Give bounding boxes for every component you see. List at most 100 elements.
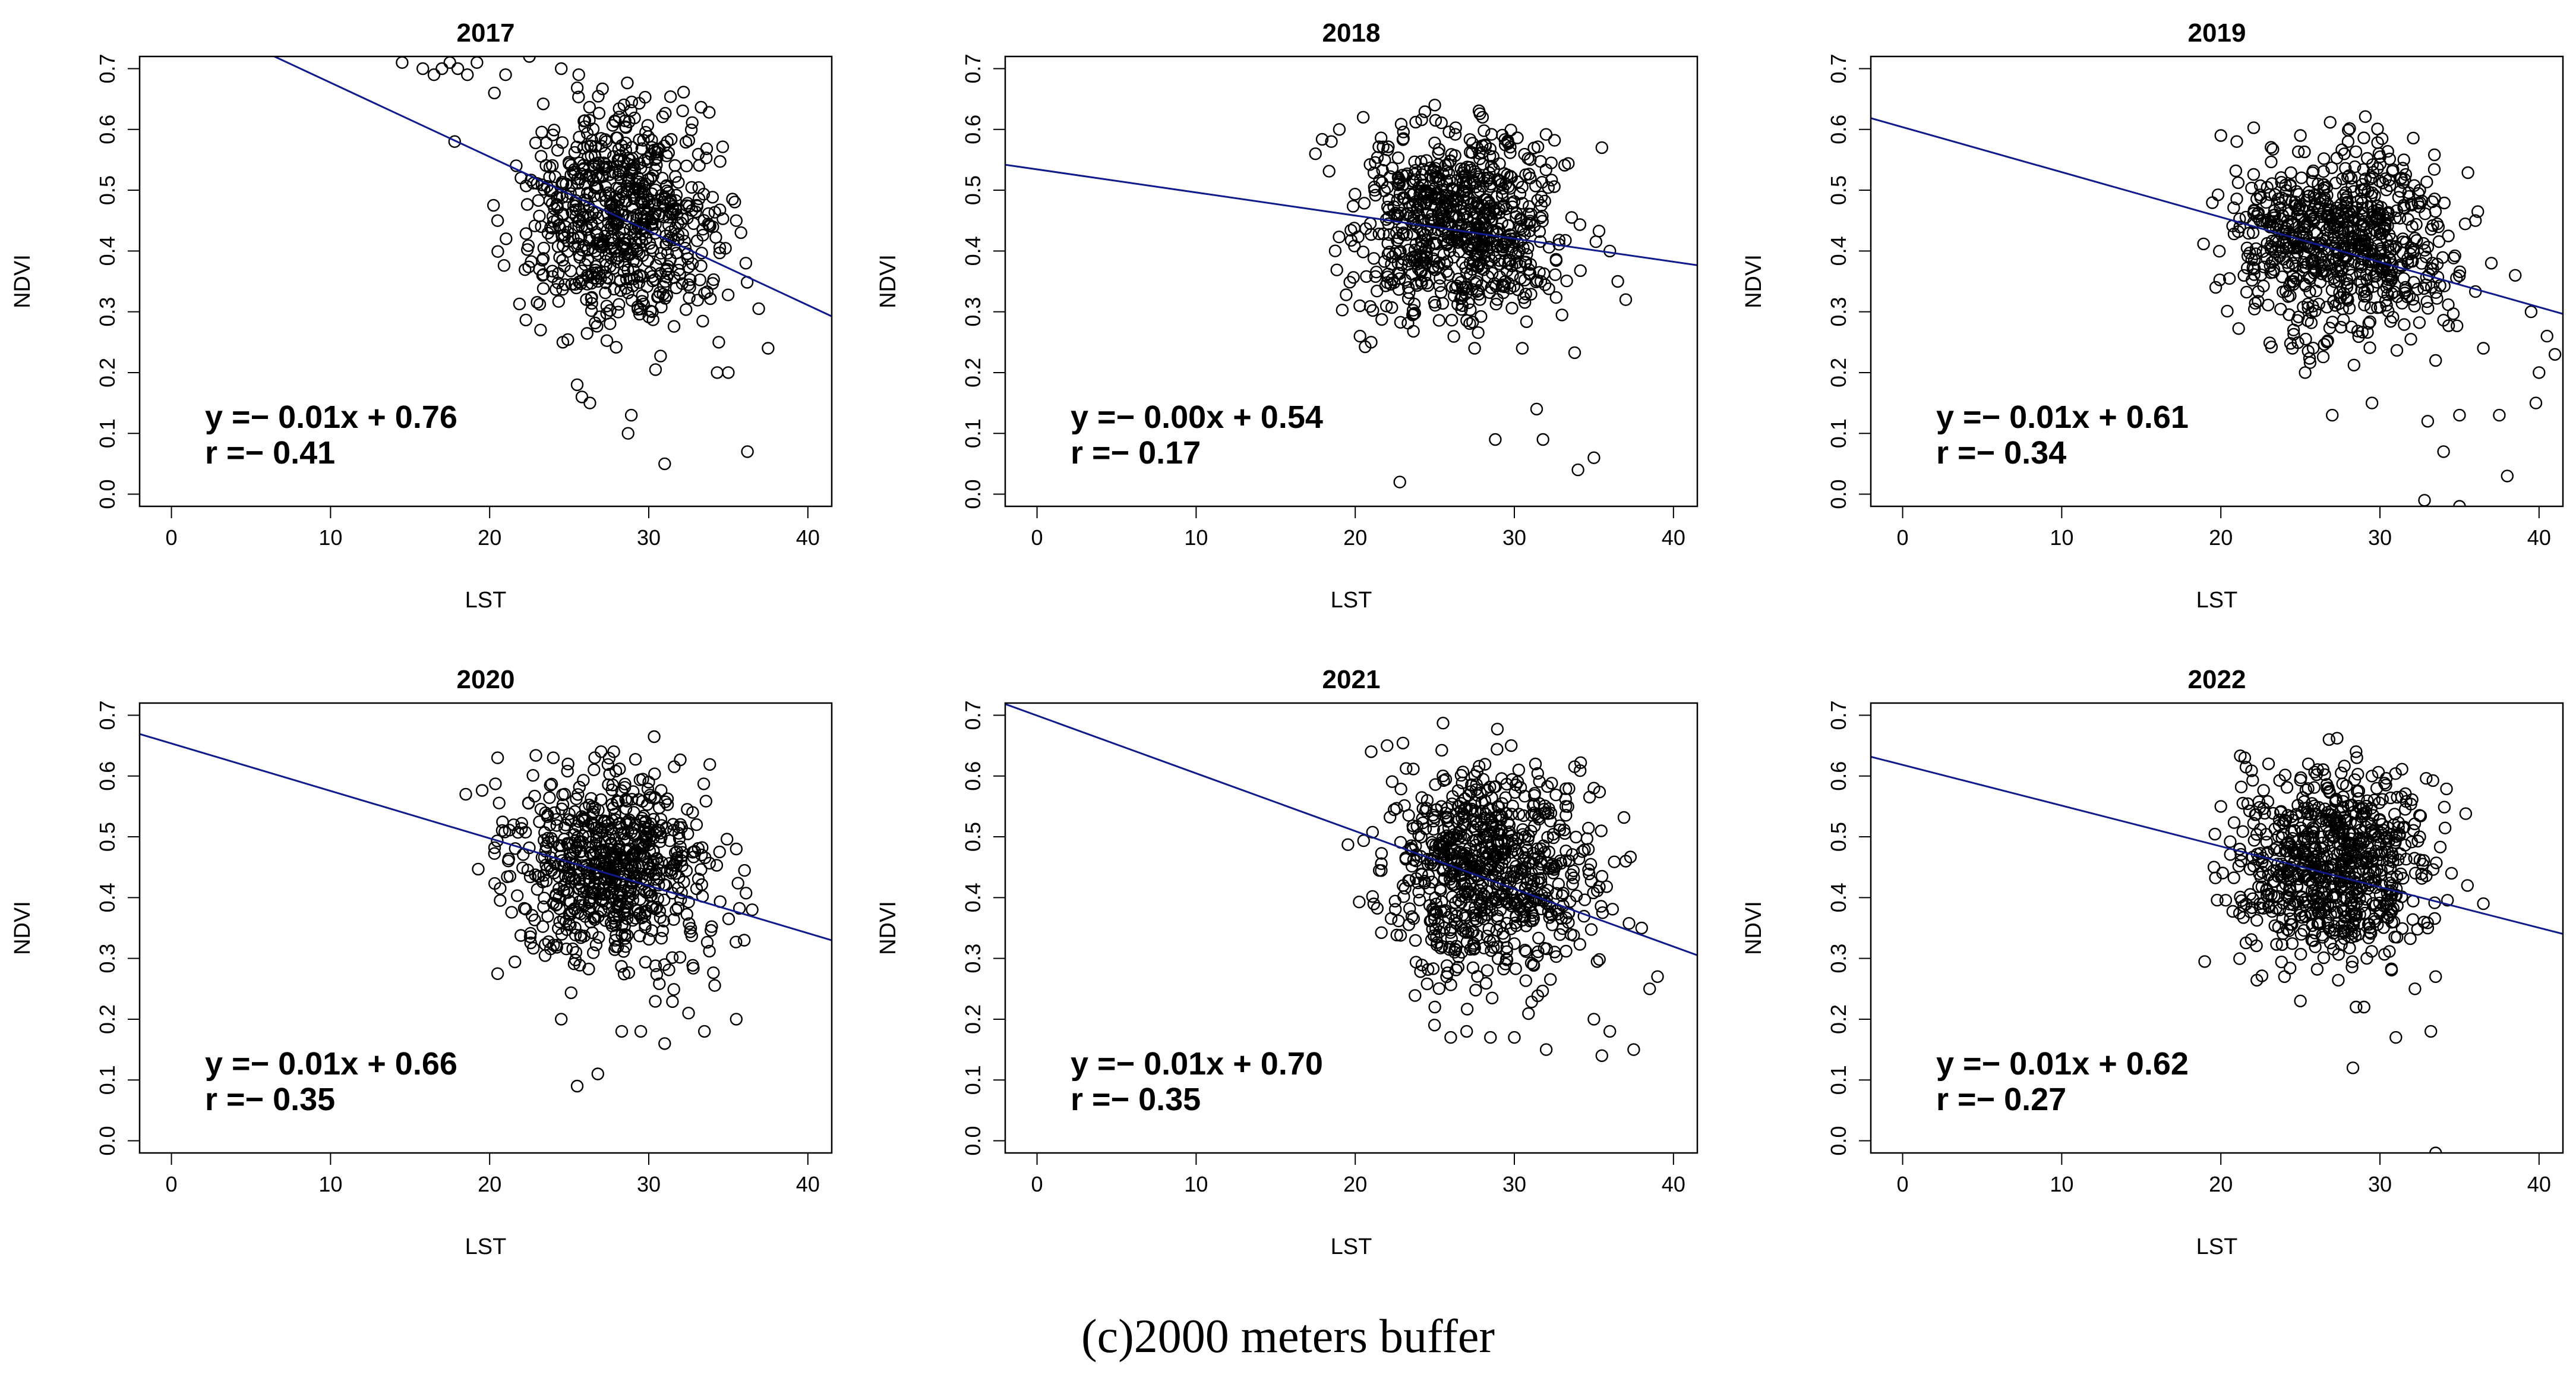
data-point [1530,402,1543,415]
data-point [1397,125,1410,138]
regression-line-group [1871,755,2563,935]
data-point [641,119,655,132]
data-point [617,226,630,240]
data-point [528,789,541,803]
data-point [2343,169,2356,182]
data-point [2249,242,2263,256]
data-point [1344,234,1358,247]
data-point [1375,926,1388,940]
data-point [451,62,465,75]
data-point [647,831,660,845]
data-point [2433,840,2447,854]
data-point [2381,821,2394,834]
data-point [1382,140,1395,153]
data-point [2290,880,2304,893]
data-point [1429,922,1442,935]
data-point [2440,782,2453,796]
data-point [660,149,673,162]
data-point [1611,275,1624,288]
y-tick-label: 0.5 [961,822,985,852]
data-point [555,1013,568,1026]
correlation-value: r =− 0.35 [1071,1082,1201,1117]
data-point [599,286,612,300]
data-point [1511,775,1524,789]
data-point [531,883,544,896]
y-axis-label: NDVI [876,254,901,308]
x-axis-label: LST [2196,1234,2238,1259]
data-point [533,263,546,276]
data-point [1479,976,1493,990]
x-tick-label: 10 [1184,525,1208,550]
data-point [604,260,617,273]
data-point [2350,1000,2363,1014]
data-point [1382,210,1396,224]
data-point [682,1006,695,1020]
data-point [1519,288,1532,301]
data-point [2268,204,2281,218]
data-point [2334,861,2348,874]
data-point [609,115,622,128]
data-point [2330,237,2343,250]
data-point [1596,906,1609,919]
data-point [1507,195,1521,208]
data-point [670,281,683,295]
data-point [1503,228,1517,241]
data-point [661,260,675,273]
data-point [1464,303,1477,316]
data-point [651,852,664,865]
data-point [1643,982,1656,995]
data-point [2341,875,2354,888]
data-point [627,192,641,205]
data-point [562,235,575,248]
data-point [1392,283,1406,296]
data-point [1495,797,1509,810]
y-tick-label: 0.3 [1826,944,1851,973]
y-tick-label: 0.0 [961,480,985,509]
data-point [2308,225,2321,238]
data-point [2345,960,2359,973]
data-point [2346,1061,2360,1074]
data-point [564,896,577,909]
data-point [597,905,610,918]
data-point [1439,811,1453,824]
x-tick-label: 20 [478,1172,501,1196]
data-point [2354,823,2367,837]
data-point [556,788,569,802]
data-point [1431,165,1444,179]
data-point [1567,871,1580,884]
data-points [459,730,759,1093]
data-point [632,793,645,806]
data-point [673,871,686,884]
data-point [2413,830,2426,843]
data-point [2326,943,2340,956]
data-point [2331,732,2344,745]
data-point [2304,316,2318,329]
data-point [2400,236,2413,249]
y-tick-label: 0.3 [1826,297,1851,327]
data-point [2341,294,2354,307]
x-tick-label: 20 [478,525,501,550]
data-point [1366,304,1379,317]
data-point [533,209,546,223]
regression-line-group [1871,117,2563,315]
data-point [1415,113,1428,127]
data-point [1428,1019,1441,1032]
data-point [443,56,456,69]
data-point [2305,797,2319,810]
data-point [1407,210,1420,223]
data-point [2255,969,2269,982]
data-point [1420,251,1434,264]
data-point [623,272,636,286]
data-point [1358,197,1371,210]
data-point [544,779,557,792]
data-point [1375,313,1388,326]
data-point [1363,158,1377,171]
y-tick-label: 0.2 [95,1004,119,1034]
data-point [1475,796,1488,809]
y-tick-label: 0.7 [1826,53,1851,83]
data-point [1487,825,1500,839]
data-point [648,730,661,743]
data-point [679,136,693,149]
data-point [605,222,618,235]
